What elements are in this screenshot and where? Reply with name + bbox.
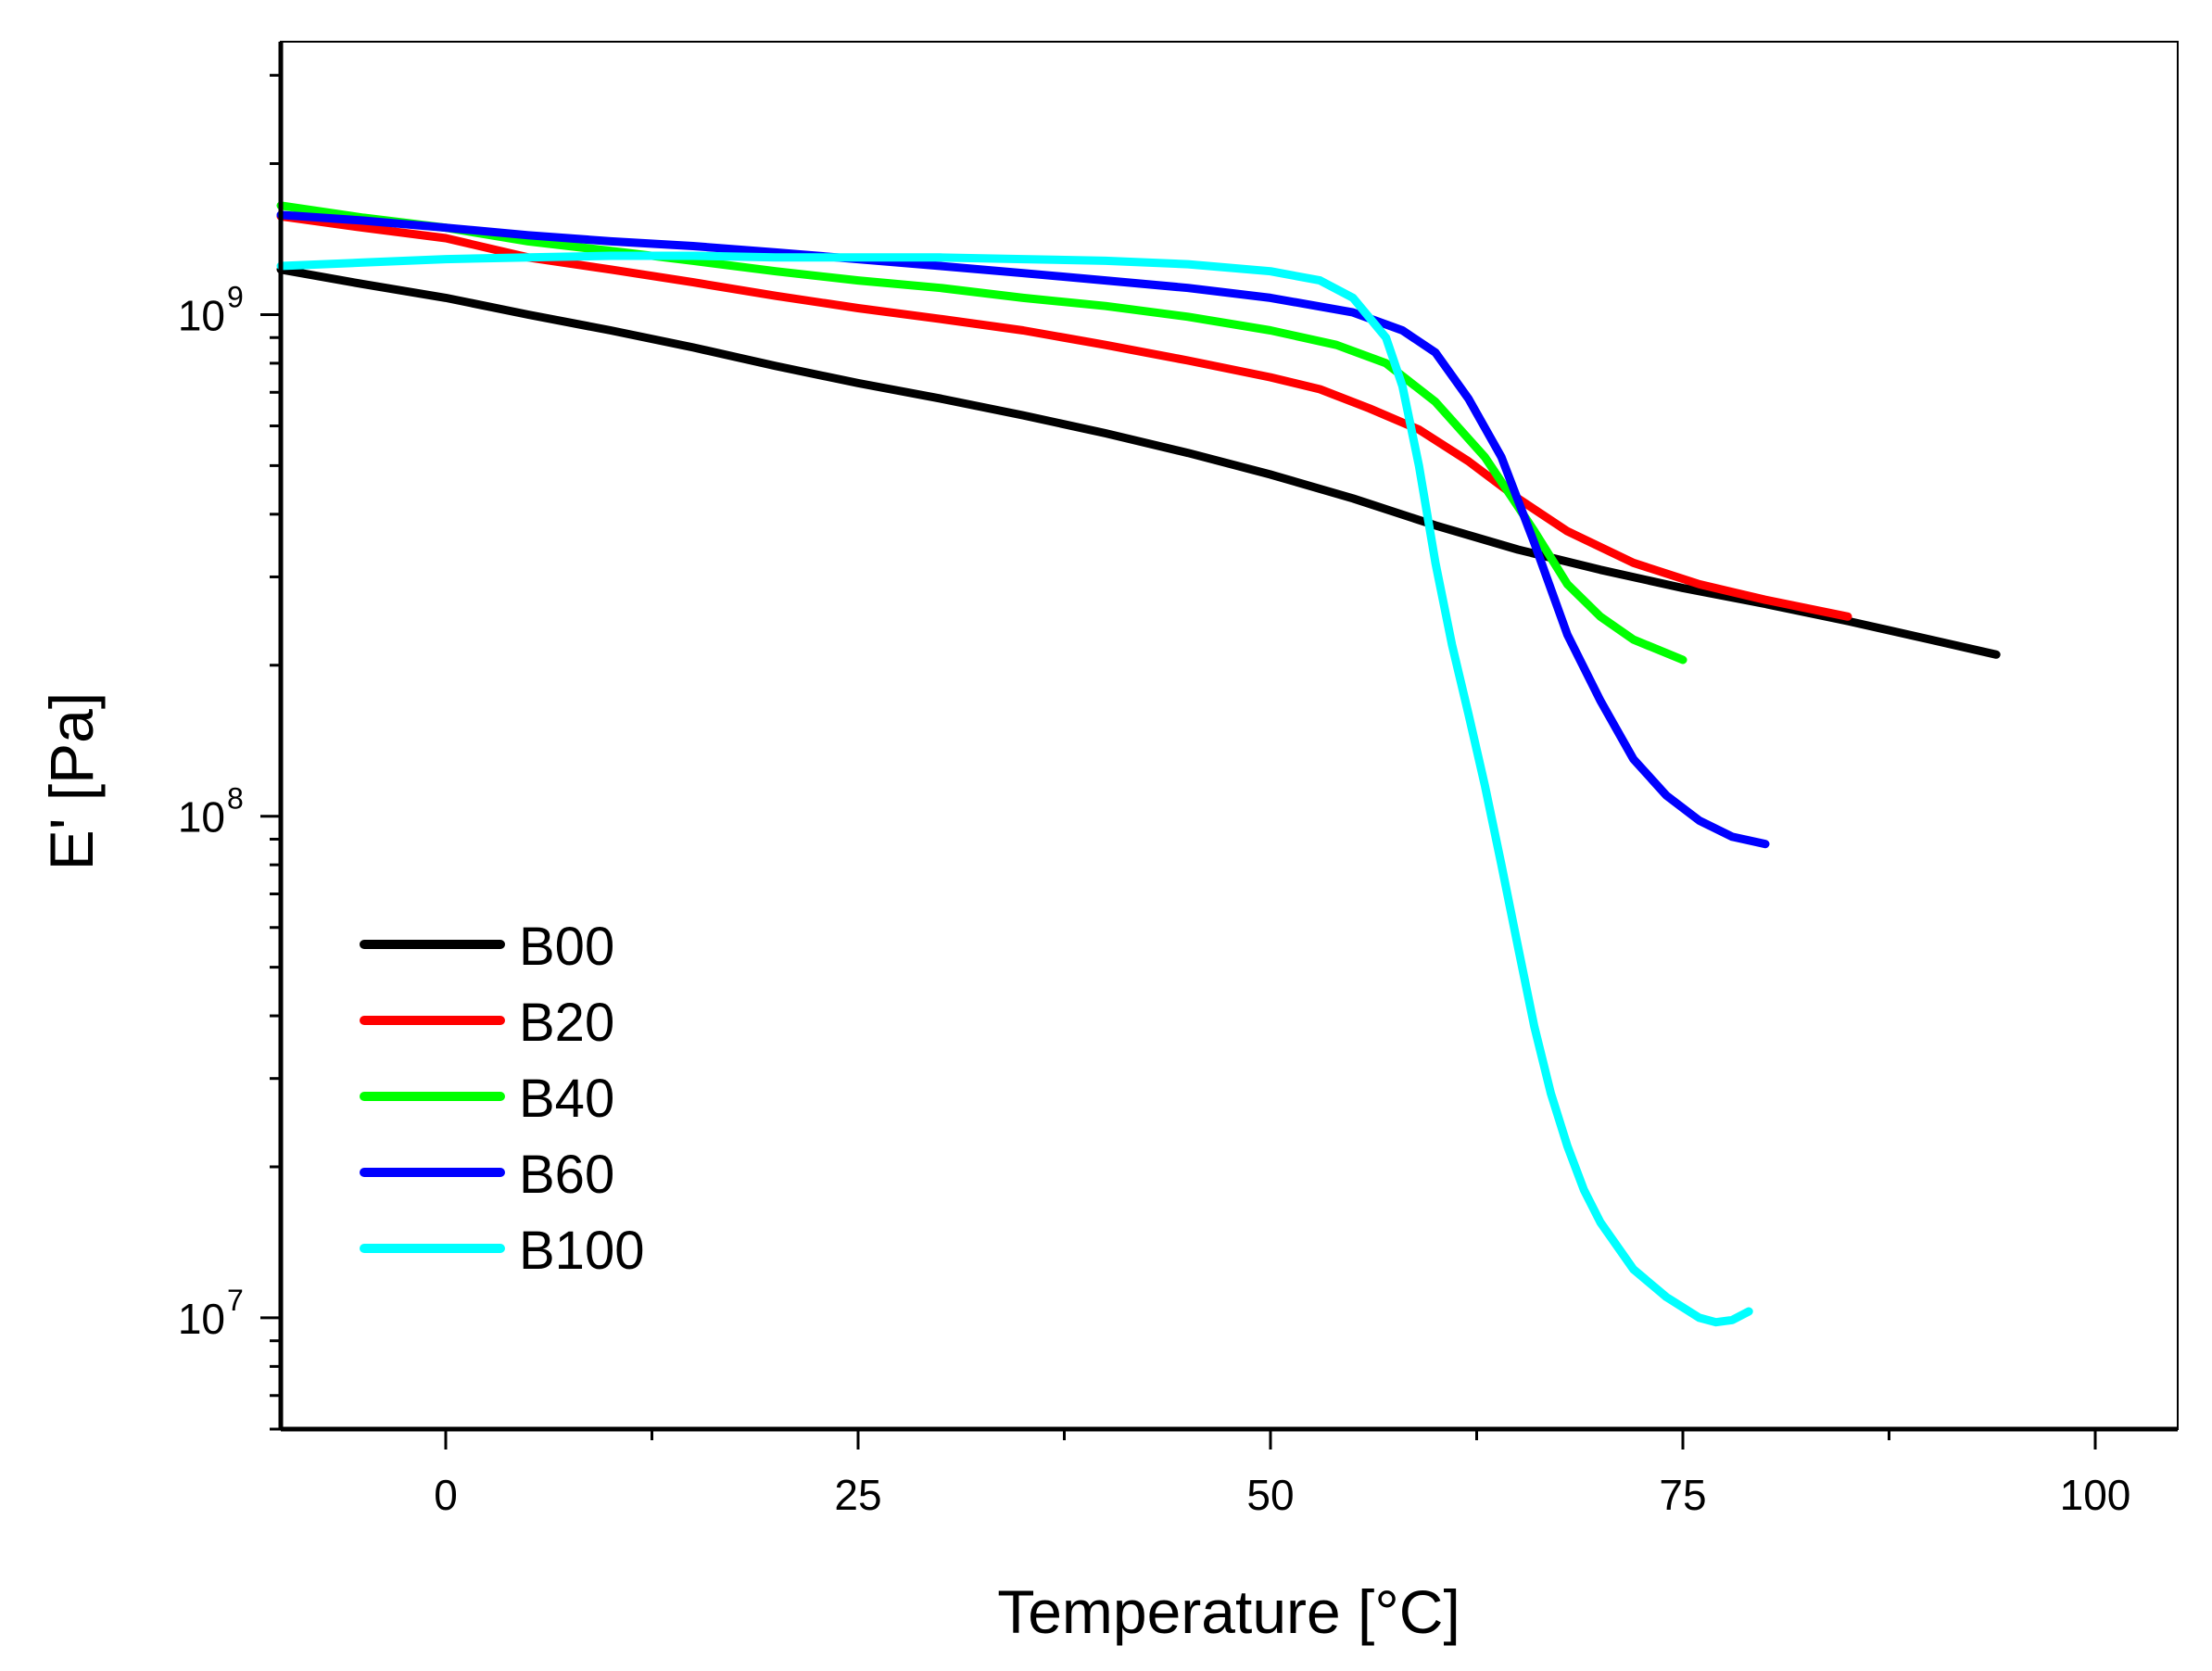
- x-axis-ticks: [444, 1429, 2097, 1449]
- x-tick-label: 0: [434, 1471, 458, 1519]
- x-tick-label: 25: [834, 1471, 881, 1519]
- y-tick-label: 10: [178, 793, 225, 842]
- x-axis-tick-labels: 0 25 50 75 100: [434, 1471, 2130, 1519]
- y-tick-label: 10: [178, 291, 225, 339]
- legend-label-b60: B60: [519, 1145, 614, 1205]
- series-line-b40: [276, 201, 1687, 665]
- x-tick-label: 100: [2060, 1471, 2131, 1519]
- y-axis-label: E' [Pa]: [37, 692, 106, 870]
- series-line-b60: [276, 210, 1770, 849]
- legend-label-b40: B40: [519, 1069, 614, 1129]
- series-line-b100: [276, 251, 1753, 1327]
- y-tick-label: 10: [178, 1295, 225, 1343]
- y-tick-label-exponent: 9: [227, 280, 244, 313]
- legend-label-b20: B20: [519, 993, 614, 1053]
- y-tick-label-exponent: 7: [227, 1284, 244, 1317]
- series-line-b00: [276, 265, 2001, 659]
- x-tick-label: 75: [1659, 1471, 1706, 1519]
- x-axis-label: Temperature [°C]: [997, 1577, 1460, 1646]
- series-line-b20: [276, 211, 1852, 621]
- x-tick-label: 50: [1246, 1471, 1294, 1519]
- legend-label-b00: B00: [519, 917, 614, 977]
- y-axis-ticks: [260, 73, 281, 1431]
- legend-label-b100: B100: [519, 1221, 644, 1281]
- series-layer: [276, 201, 2001, 1327]
- legend: B00 B20 B40 B60 B100: [360, 917, 644, 1281]
- y-tick-label-exponent: 8: [227, 782, 244, 816]
